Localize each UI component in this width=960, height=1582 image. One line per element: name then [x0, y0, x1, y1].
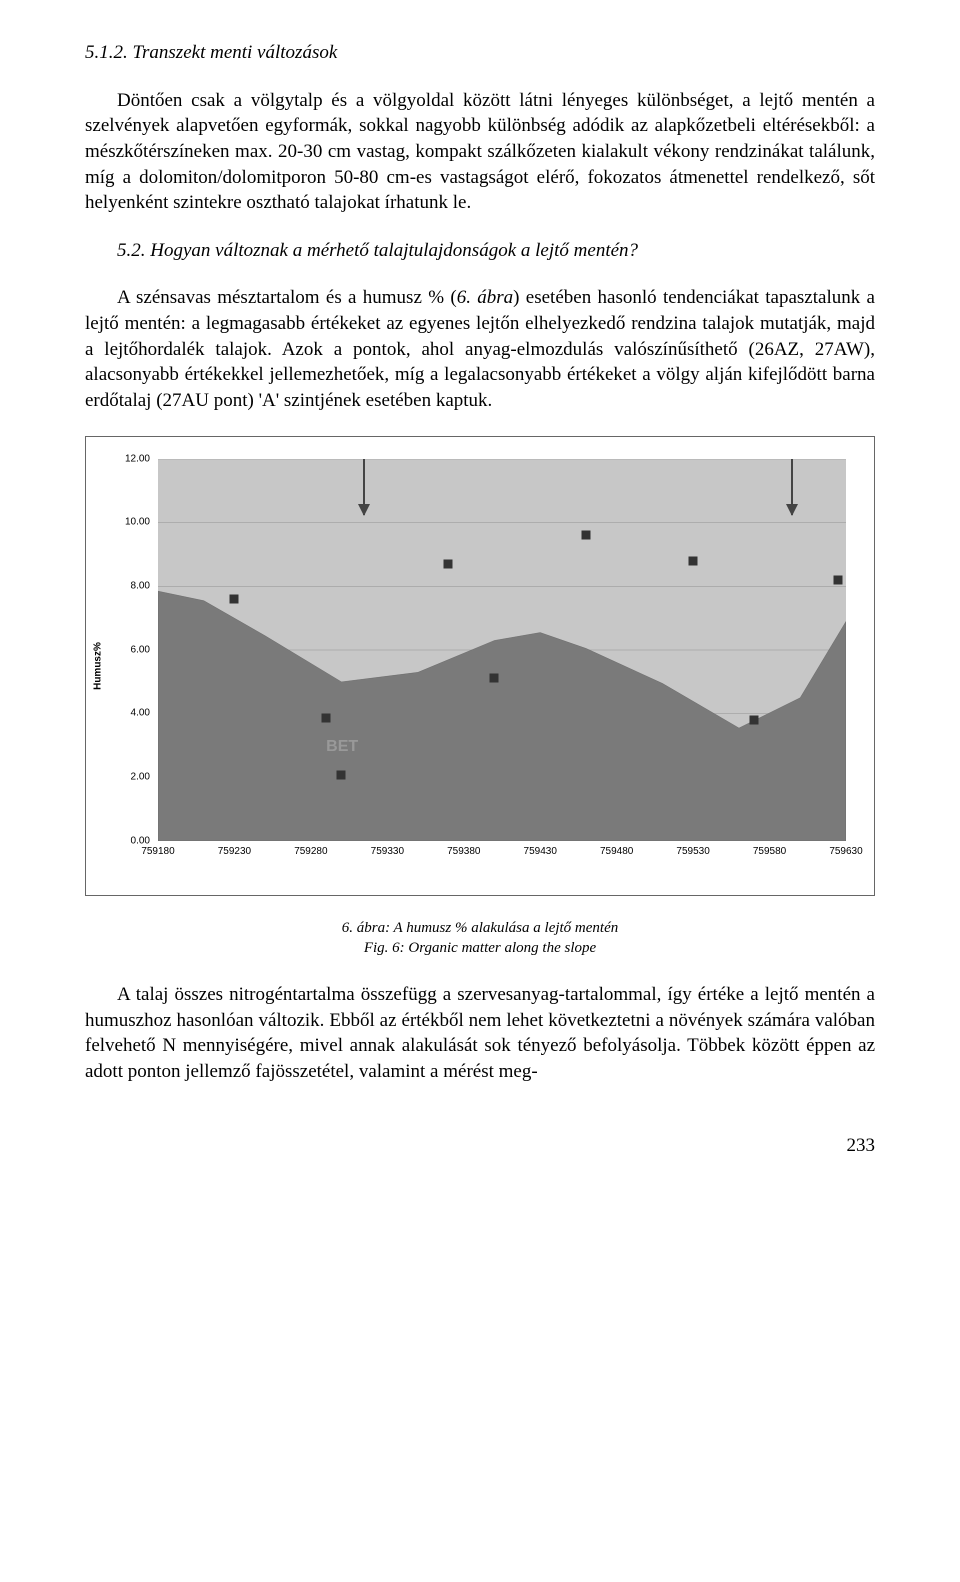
paragraph-2: A szénsavas mésztartalom és a humusz % (…: [85, 285, 875, 413]
chart-xtick: 759330: [371, 845, 404, 859]
chart-data-point: [337, 771, 346, 780]
chart-ytick: 6.00: [110, 643, 150, 657]
chart-data-point: [834, 575, 843, 584]
chart-ylabel: Humusz%: [91, 642, 105, 690]
chart-ytick: 2.00: [110, 770, 150, 784]
chart-ytick: 8.00: [110, 579, 150, 593]
chart-data-point: [750, 715, 759, 724]
chart-data-point: [444, 559, 453, 568]
chart-xtick: 759580: [753, 845, 786, 859]
chart-arrow-icon: [791, 459, 793, 515]
page-number: 233: [85, 1133, 875, 1159]
paragraph-3: A talaj összes nitrogéntartalma összefüg…: [85, 982, 875, 1085]
section-title: 5.1.2. Transzekt menti változások: [85, 40, 875, 66]
chart-xtick: 759180: [141, 845, 174, 859]
paragraph-1: Döntően csak a völgytalp és a völgyoldal…: [85, 88, 875, 216]
humus-chart: Humusz% BET 0.002.004.006.008.0010.0012.…: [85, 436, 875, 896]
figure-caption: 6. ábra: A humusz % alakulása a lejtő me…: [85, 918, 875, 959]
chart-xtick: 759280: [294, 845, 327, 859]
chart-xtick: 759630: [829, 845, 862, 859]
chart-xtick: 759430: [524, 845, 557, 859]
chart-xtick: 759230: [218, 845, 251, 859]
chart-data-point: [689, 556, 698, 565]
chart-xtick: 759530: [676, 845, 709, 859]
caption-line-1: 6. ábra: A humusz % alakulása a lejtő me…: [85, 918, 875, 938]
chart-ytick: 4.00: [110, 707, 150, 721]
chart-data-point: [230, 594, 239, 603]
subheading: 5.2. Hogyan változnak a mérhető talajtul…: [85, 238, 875, 264]
chart-arrow-icon: [363, 459, 365, 515]
chart-data-point: [322, 714, 331, 723]
chart-ytick: 12.00: [110, 452, 150, 466]
caption-line-2: Fig. 6: Organic matter along the slope: [85, 938, 875, 958]
chart-data-point: [490, 674, 499, 683]
para2-fig-ref: 6. ábra: [457, 287, 513, 308]
para2-text-a: A szénsavas mésztartalom és a humusz % (: [117, 287, 457, 308]
chart-xtick: 759480: [600, 845, 633, 859]
chart-xtick: 759380: [447, 845, 480, 859]
chart-bet-label: BET: [326, 736, 358, 758]
chart-ytick: 10.00: [110, 516, 150, 530]
chart-data-point: [582, 531, 591, 540]
